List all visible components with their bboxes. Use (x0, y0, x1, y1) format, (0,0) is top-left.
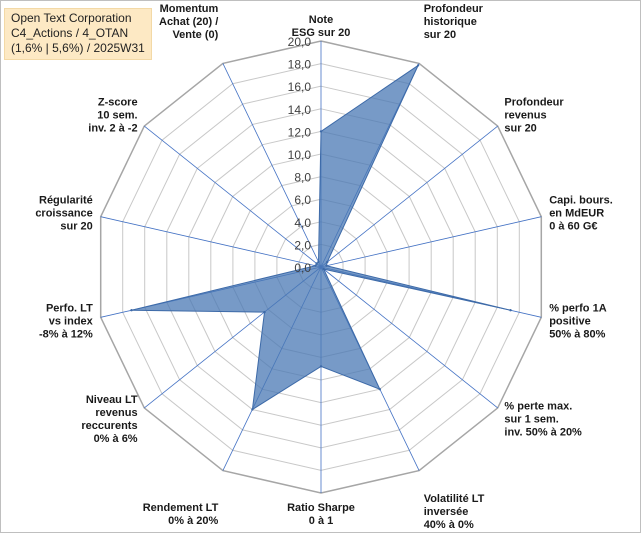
axis-label-line: revenus (504, 110, 546, 122)
axis-label-line: Vente (0) (172, 29, 218, 41)
axis-label-line: reccurents (81, 420, 137, 432)
tick-label: 12,0 (288, 125, 312, 139)
tick-label: 10,0 (288, 148, 312, 162)
tick-label: 16,0 (288, 80, 312, 94)
axis-label-line: Z-score (98, 97, 138, 109)
chart-title-line-3: (1,6% | 5,6%) / 2025W31 (11, 41, 145, 55)
series-point-10 (130, 309, 133, 312)
series-point-7 (319, 365, 323, 368)
series-point-5 (322, 267, 325, 271)
axis-label-5: % perte max.sur 1 sem.inv. 50% à 20% (504, 400, 582, 438)
series-point-13 (317, 260, 320, 264)
series-point-1 (416, 64, 420, 67)
chart-title-line-1: Open Text Corporation (11, 11, 132, 25)
spoke-12 (144, 125, 322, 268)
axis-label-line: 10 sem. (97, 110, 137, 122)
axis-label-line: vs index (49, 316, 94, 328)
series-point-3 (325, 264, 328, 267)
axis-label-line: inv. 2 à -2 (88, 123, 137, 135)
spoke-11 (100, 216, 322, 268)
tick-label: 6,0 (294, 193, 311, 207)
axis-label-line: ESG sur 20 (292, 27, 351, 39)
radar-tick-labels: 0,0 2,0 4,0 6,0 8,0 10,0 12,0 14,0 16,0 18,0 20,0 (288, 35, 312, 275)
chart-title-box: Open Text Corporation C4_Actions / 4_OTA… (4, 8, 152, 60)
spoke-5 (320, 266, 498, 409)
axis-label-8: Rendement LT0% à 20% (143, 502, 219, 527)
tick-label: 4,0 (294, 216, 311, 230)
axis-label-line: Rendement LT (143, 502, 219, 514)
series-point-2 (326, 260, 329, 264)
spoke-13 (222, 63, 322, 268)
axis-label-line: revenus (95, 407, 137, 419)
axis-label-line: sur 1 sem. (504, 413, 558, 425)
axis-label-line: % perfo 1A (549, 303, 607, 315)
axis-label-line: 0% à 6% (94, 433, 138, 445)
spoke-3 (320, 216, 542, 268)
axis-label-line: Profondeur (424, 3, 484, 15)
axis-label-line: Note (309, 14, 333, 26)
series-point-6 (378, 388, 381, 391)
series-point-0 (319, 130, 323, 133)
axis-label-line: Régularité (39, 194, 93, 206)
axis-label-line: Volatilité LT (424, 493, 485, 505)
axis-label-line: 50% à 80% (549, 329, 605, 341)
axis-label-line: sur 20 (504, 123, 536, 135)
axis-label-line: positive (549, 316, 591, 328)
tick-label: 2,0 (294, 238, 311, 252)
axis-label-line: Perfo. LT (46, 303, 93, 315)
axis-label-line: 40% à 0% (424, 519, 474, 531)
axis-label-line: historique (424, 16, 477, 28)
tick-label: 14,0 (288, 103, 312, 117)
tick-label: 18,0 (288, 58, 312, 72)
spoke-2 (320, 125, 498, 268)
axis-label-line: 0 à 1 (309, 515, 333, 527)
axis-label-line: en MdEUR (549, 207, 604, 219)
axis-label-line: croissance (35, 207, 92, 219)
tick-label: 8,0 (294, 171, 311, 185)
radar-series (130, 63, 512, 411)
series-point-9 (263, 310, 266, 314)
axis-label-line: 0% à 20% (168, 515, 218, 527)
axis-label-line: inv. 50% à 20% (504, 426, 582, 438)
axis-label-line: Ratio Sharpe (287, 502, 355, 514)
tick-label: 20,0 (288, 35, 312, 49)
axis-label-line: 0 à 60 G€ (549, 220, 597, 232)
axis-label-line: sur 20 (424, 29, 456, 41)
series-point-4 (509, 309, 512, 312)
series-point-11 (314, 264, 317, 267)
tick-label: 0,0 (294, 261, 311, 275)
series-point-8 (251, 408, 254, 411)
axis-label-line: Achat (20) / (159, 16, 218, 28)
axis-label-line: Niveau LT (86, 394, 138, 406)
axis-label-line: -8% à 12% (39, 329, 93, 341)
axis-label-line: % perte max. (504, 400, 572, 412)
axis-label-line: inversée (424, 506, 469, 518)
axis-label-line: sur 20 (60, 220, 92, 232)
axis-label-line: Profondeur (504, 97, 564, 109)
axis-label-line: Momentum (160, 3, 219, 15)
series-point-12 (315, 262, 318, 265)
axis-label-line: Capi. bours. (549, 194, 613, 206)
chart-title-line-2: C4_Actions / 4_OTAN (11, 26, 129, 40)
